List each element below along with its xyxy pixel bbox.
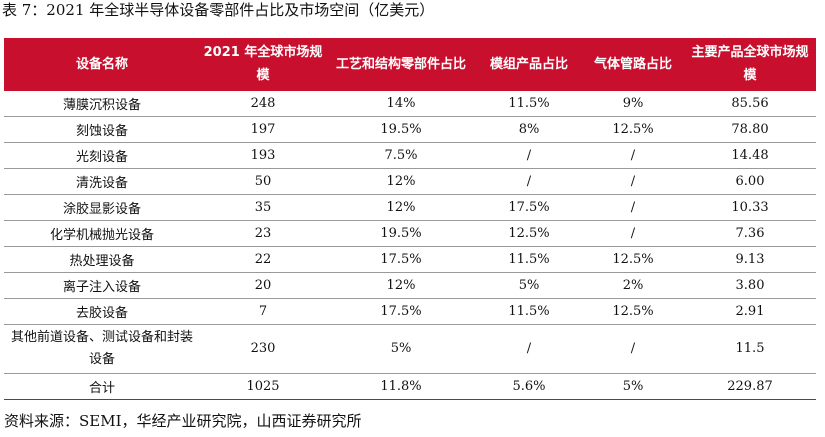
- market-size-cell: 230: [200, 324, 326, 374]
- process-share-cell: 17.5%: [326, 246, 476, 273]
- equipment-name-cell: 离子注入设备: [4, 272, 200, 299]
- market-size-cell: 193: [200, 142, 326, 169]
- product-market-cell: 78.80: [684, 116, 816, 143]
- equipment-name-cell: 涂胶显影设备: [4, 194, 200, 221]
- product-market-cell: 6.00: [684, 168, 816, 195]
- equipment-name-cell: 刻蚀设备: [4, 116, 200, 143]
- module-share-cell: 17.5%: [476, 194, 582, 221]
- header-module-share: 模组产品占比: [476, 38, 582, 91]
- gas-share-cell: /: [582, 324, 684, 374]
- table-row: 涂胶显影设备 35 12% 17.5%/10.33: [4, 194, 816, 221]
- gas-share-cell: 2%: [582, 272, 684, 299]
- product-market-cell: 85.56: [684, 90, 816, 117]
- equipment-name-cell: 合计: [4, 373, 200, 400]
- equipment-name-cell: 光刻设备: [4, 142, 200, 169]
- equipment-name-cell: 热处理设备: [4, 246, 200, 273]
- gas-share-cell: /: [582, 220, 684, 247]
- table-row: 其他前道设备、测试设备和封装设备 230 5% //11.5: [4, 324, 816, 374]
- process-share-cell: 7.5%: [326, 142, 476, 169]
- table-row: 化学机械抛光设备 23 19.5% 12.5%/7.36: [4, 220, 816, 247]
- process-share-cell: 5%: [326, 324, 476, 374]
- gas-share-cell: 5%: [582, 373, 684, 400]
- product-market-cell: 9.13: [684, 246, 816, 273]
- gas-share-cell: 12.5%: [582, 116, 684, 143]
- module-share-cell: 12.5%: [476, 220, 582, 247]
- table-row: 合计 1025 11.8% 5.6% 5% 229.87: [4, 373, 816, 400]
- header-market-size-2021: 2021 年全球市场规模: [200, 38, 326, 91]
- table-row: 光刻设备 193 7.5% //14.48: [4, 142, 816, 169]
- gas-share-cell: /: [582, 194, 684, 221]
- table-row: 离子注入设备 20 12% 5% 2% 3.80: [4, 272, 816, 299]
- gas-share-cell: 9%: [582, 90, 684, 117]
- equipment-name-cell: 薄膜沉积设备: [4, 90, 200, 117]
- header-gas-pipeline-share: 气体管路占比: [582, 38, 684, 91]
- product-market-cell: 14.48: [684, 142, 816, 169]
- process-share-cell: 11.8%: [326, 373, 476, 400]
- market-size-cell: 20: [200, 272, 326, 299]
- market-size-cell: 1025: [200, 373, 326, 400]
- equipment-name-cell: 清洗设备: [4, 168, 200, 195]
- module-share-cell: /: [476, 142, 582, 169]
- market-size-cell: 23: [200, 220, 326, 247]
- table-row: 刻蚀设备 197 19.5% 8% 12.5% 78.80: [4, 116, 816, 143]
- product-market-cell: 3.80: [684, 272, 816, 299]
- market-size-cell: 197: [200, 116, 326, 143]
- market-size-cell: 22: [200, 246, 326, 273]
- process-share-cell: 19.5%: [326, 116, 476, 143]
- product-market-cell: 11.5: [684, 324, 816, 374]
- process-share-cell: 17.5%: [326, 298, 476, 325]
- header-row: 设备名称 2021 年全球市场规模 工艺和结构零部件占比 模组产品占比 气体管路…: [4, 38, 816, 91]
- header-process-structure-share: 工艺和结构零部件占比: [326, 38, 476, 91]
- market-size-cell: 35: [200, 194, 326, 221]
- product-market-cell: 7.36: [684, 220, 816, 247]
- gas-share-cell: 12.5%: [582, 298, 684, 325]
- equipment-parts-table: 设备名称 2021 年全球市场规模 工艺和结构零部件占比 模组产品占比 气体管路…: [4, 38, 816, 400]
- header-product-market-size: 主要产品全球市场规模: [684, 38, 816, 91]
- module-share-cell: /: [476, 324, 582, 374]
- equipment-name-cell: 化学机械抛光设备: [4, 220, 200, 247]
- source-note: 资料来源：SEMI，华经产业研究院，山西证券研究所: [4, 412, 362, 430]
- gas-share-cell: 12.5%: [582, 246, 684, 273]
- process-share-cell: 12%: [326, 272, 476, 299]
- module-share-cell: 11.5%: [476, 90, 582, 117]
- process-share-cell: 12%: [326, 168, 476, 195]
- table-row: 热处理设备 22 17.5% 11.5% 12.5% 9.13: [4, 246, 816, 273]
- market-size-cell: 50: [200, 168, 326, 195]
- gas-share-cell: /: [582, 168, 684, 195]
- process-share-cell: 14%: [326, 90, 476, 117]
- module-share-cell: /: [476, 168, 582, 195]
- product-market-cell: 10.33: [684, 194, 816, 221]
- market-size-cell: 248: [200, 90, 326, 117]
- product-market-cell: 2.91: [684, 298, 816, 325]
- module-share-cell: 8%: [476, 116, 582, 143]
- module-share-cell: 11.5%: [476, 246, 582, 273]
- module-share-cell: 5%: [476, 272, 582, 299]
- module-share-cell: 11.5%: [476, 298, 582, 325]
- table-row: 去胶设备 7 17.5% 11.5% 12.5% 2.91: [4, 298, 816, 325]
- gas-share-cell: /: [582, 142, 684, 169]
- table-row: 清洗设备 50 12% //6.00: [4, 168, 816, 195]
- market-size-cell: 7: [200, 298, 326, 325]
- table-caption: 表 7：2021 年全球半导体设备零部件占比及市场空间（亿美元）: [2, 1, 435, 19]
- equipment-name-cell: 其他前道设备、测试设备和封装设备: [4, 324, 200, 374]
- process-share-cell: 12%: [326, 194, 476, 221]
- header-equipment-name: 设备名称: [4, 38, 200, 91]
- product-market-cell: 229.87: [684, 373, 816, 400]
- process-share-cell: 19.5%: [326, 220, 476, 247]
- table-row: 薄膜沉积设备 248 14% 11.5% 9% 85.56: [4, 90, 816, 117]
- equipment-name-cell: 去胶设备: [4, 298, 200, 325]
- module-share-cell: 5.6%: [476, 373, 582, 400]
